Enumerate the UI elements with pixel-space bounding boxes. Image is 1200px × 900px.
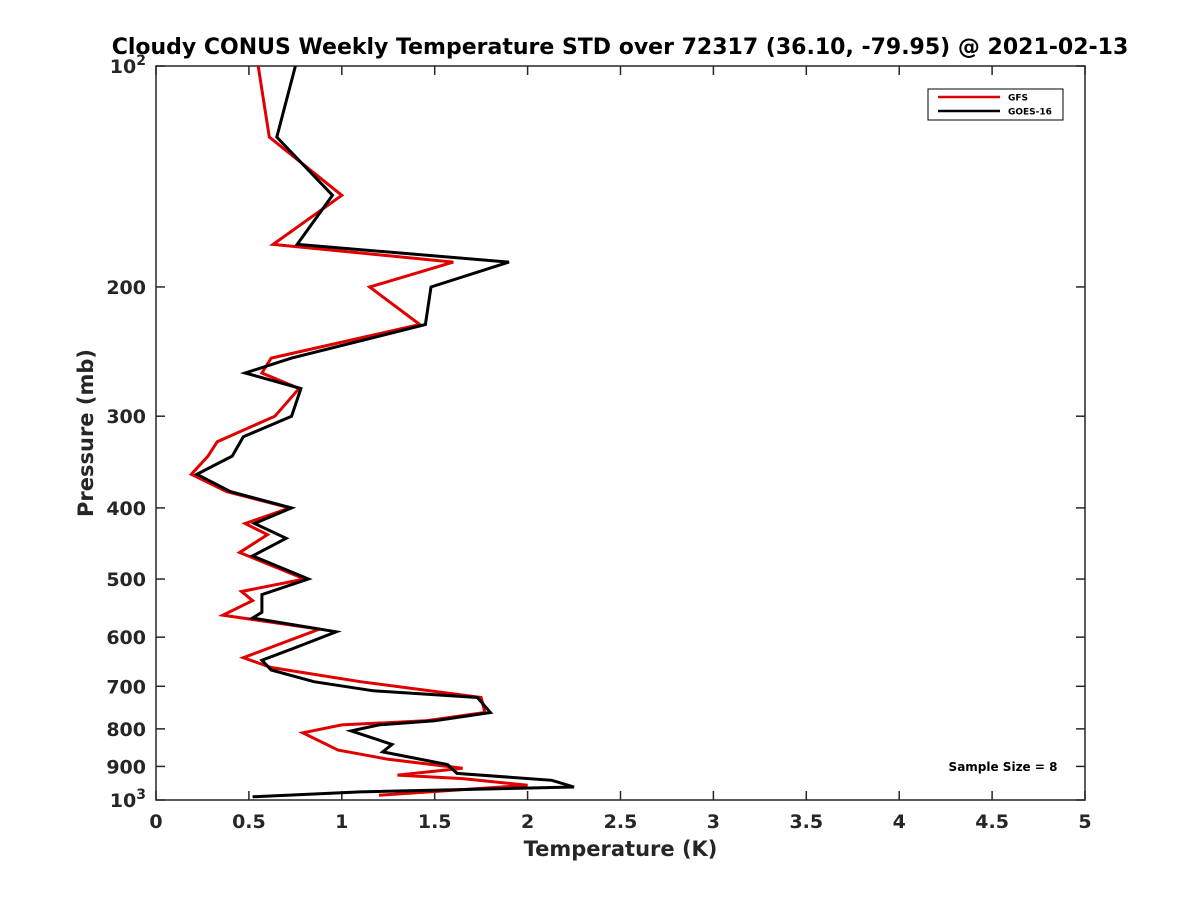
y-tick-label: 400 [106,498,146,520]
x-axis-label: Temperature (K) [524,837,718,861]
y-axis: 102 200 300 400 500 600 700 800 900 103 [106,53,1085,812]
y-tick-label: 500 [106,569,146,591]
y-axis-label: Pressure (mb) [74,349,98,517]
x-tick-label: 4.5 [975,811,1009,833]
sample-size-annotation: Sample Size = 8 [949,760,1058,774]
series-line-gfs [188,65,528,797]
x-tick-label: 4 [893,811,906,833]
x-tick-label: 5 [1078,811,1091,833]
series-line-goes-16 [193,65,575,799]
y-tick-label: 103 [110,787,146,812]
x-tick-label: 2 [521,811,534,833]
plot-area [155,65,1086,801]
legend: GFS GOES-16 [927,88,1064,121]
x-tick-label: 0.5 [232,811,266,833]
y-tick-label: 300 [106,406,146,428]
legend-label: GFS [1008,94,1028,104]
y-tick-label: 102 [110,53,146,78]
x-tick-label: 3 [707,811,720,833]
x-tick-label: 3.5 [789,811,823,833]
legend-label: GOES-16 [1008,108,1052,118]
series-layer [188,65,575,799]
x-tick-label: 2.5 [604,811,638,833]
legend-box [927,88,1064,121]
y-tick-label: 700 [106,676,146,698]
x-tick-label: 1 [335,811,348,833]
chart-title: Cloudy CONUS Weekly Temperature STD over… [112,35,1129,60]
y-tick-label: 200 [106,277,146,299]
x-axis: 0 0.5 1 1.5 2 2.5 3 3.5 4 4.5 5 [149,66,1092,833]
y-tick-label: 600 [106,627,146,649]
x-tick-label: 1.5 [418,811,452,833]
x-tick-label: 0 [149,811,162,833]
y-tick-label: 800 [106,719,146,741]
y-tick-label: 900 [106,756,146,778]
